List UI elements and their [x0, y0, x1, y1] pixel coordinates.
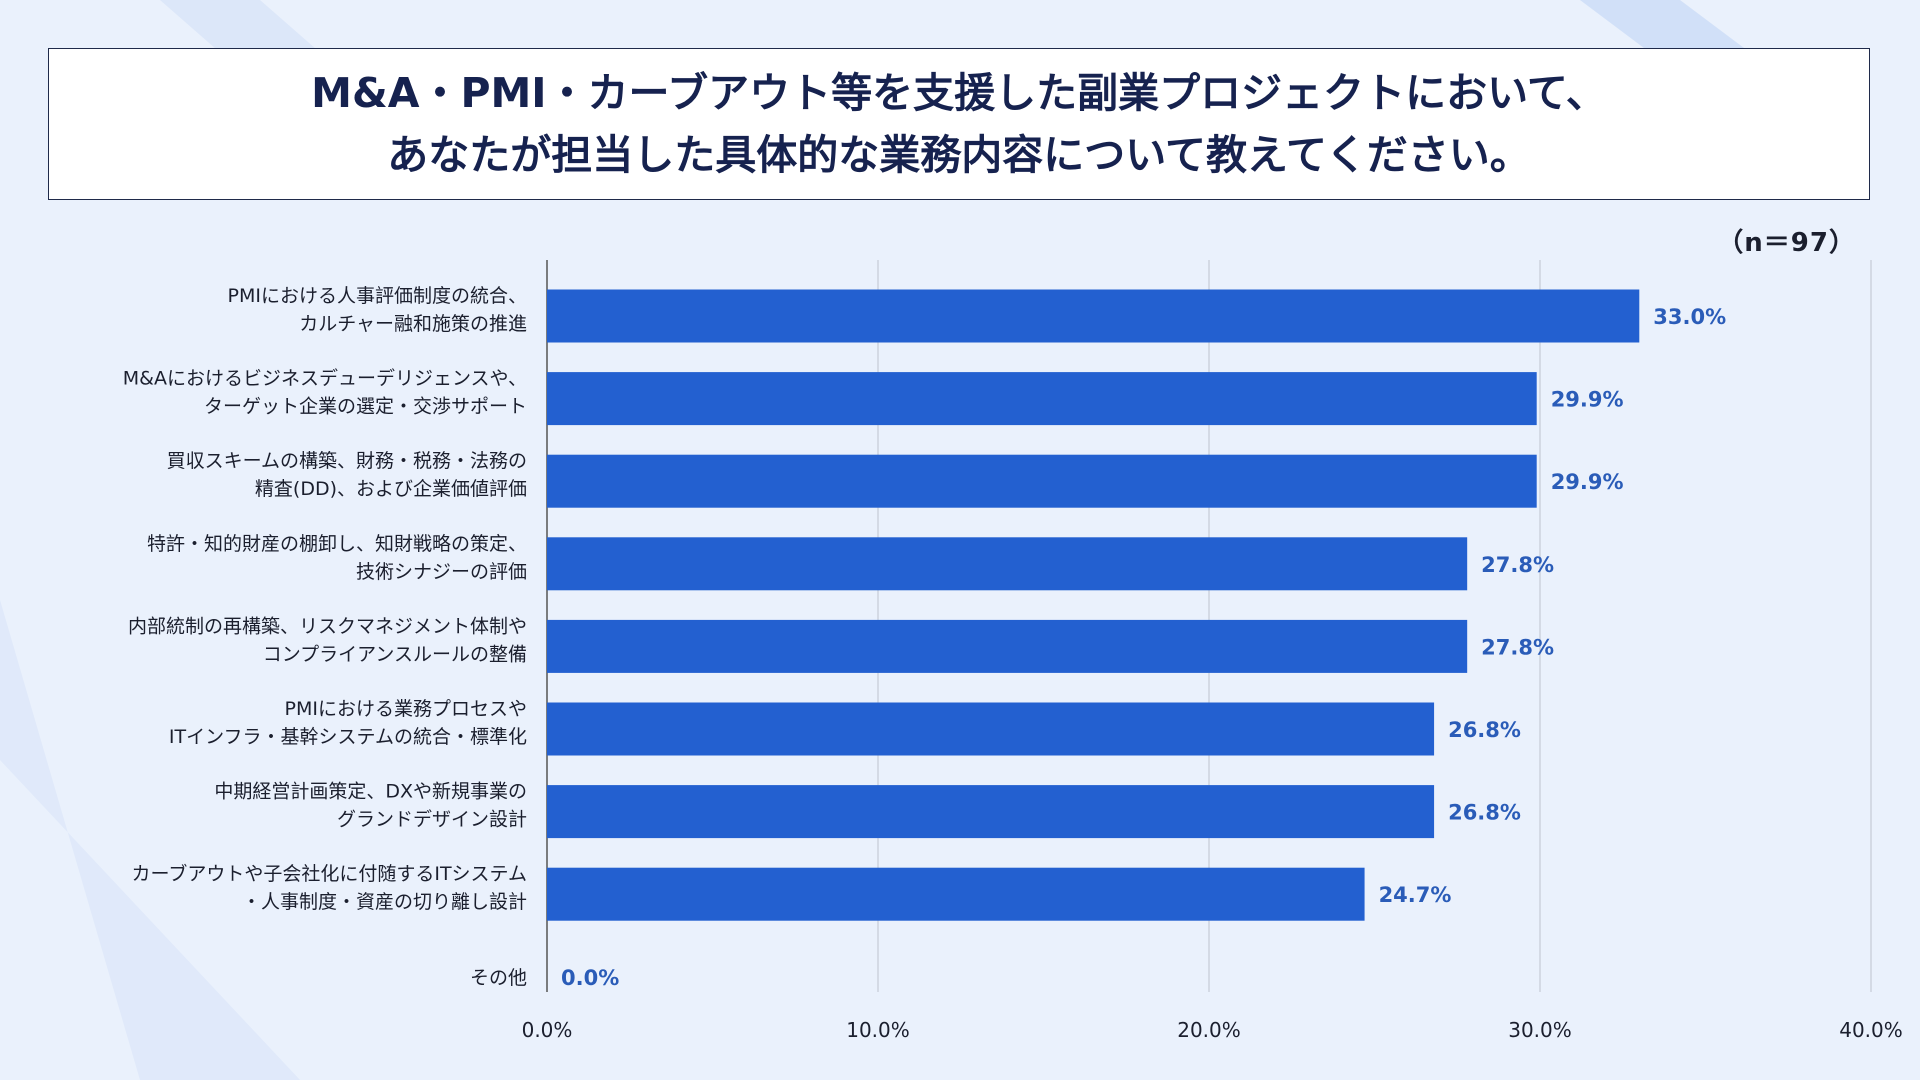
- category-label: カルチャー融和施策の推進: [299, 313, 527, 335]
- category-label: 技術シナジーの評価: [356, 561, 527, 583]
- category-label: カーブアウトや子会社化に付随するITシステム: [131, 862, 527, 885]
- bar: [547, 372, 1537, 426]
- value-label: 29.9%: [1551, 388, 1624, 412]
- x-tick-label: 10.0%: [846, 1018, 910, 1042]
- category-label: ・人事制度・資産の切り離し設計: [242, 891, 527, 913]
- value-label: 26.8%: [1448, 801, 1521, 825]
- value-label: 26.8%: [1448, 718, 1521, 742]
- bar: [547, 785, 1435, 839]
- value-label: 29.9%: [1551, 470, 1624, 494]
- category-label: 特許・知的財産の棚卸し、知財戦略の策定、: [147, 533, 527, 555]
- category-label: M&Aにおけるビジネスデューデリジェンスや、: [123, 368, 527, 390]
- value-label: 33.0%: [1653, 305, 1726, 329]
- category-label: コンプライアンスルールの整備: [263, 643, 527, 665]
- bar: [547, 867, 1365, 921]
- question-title-line-2: あなたが担当した具体的な業務内容について教えてください。: [387, 131, 1531, 179]
- category-label: 内部統制の再構築、リスクマネジメント体制や: [128, 615, 527, 637]
- bar: [547, 289, 1640, 343]
- value-label: 27.8%: [1481, 553, 1554, 577]
- category-label: グランドデザイン設計: [337, 809, 527, 831]
- question-title-box: M&A・PMI・カーブアウト等を支援した副業プロジェクトにおいて、 あなたが担当…: [48, 48, 1870, 200]
- bar: [547, 454, 1537, 508]
- category-label: PMIにおける人事評価制度の統合、: [228, 285, 527, 307]
- category-label: ターゲット企業の選定・交渉サポート: [204, 396, 527, 418]
- question-title-line-1: M&A・PMI・カーブアウト等を支援した副業プロジェクトにおいて、: [311, 69, 1607, 117]
- value-label: 24.7%: [1379, 883, 1452, 907]
- value-label: 0.0%: [561, 966, 619, 990]
- value-label: 27.8%: [1481, 635, 1554, 659]
- sample-size-label: （n＝97）: [1717, 228, 1856, 258]
- category-label: 買収スキームの構築、財務・税務・法務の: [167, 450, 527, 472]
- category-label: PMIにおける業務プロセスや: [285, 698, 527, 720]
- x-tick-label: 30.0%: [1508, 1018, 1572, 1042]
- category-label: 中期経営計画策定、DXや新規事業の: [214, 781, 527, 803]
- x-tick-label: 20.0%: [1177, 1018, 1241, 1042]
- bar: [547, 537, 1468, 591]
- bar: [547, 702, 1435, 756]
- x-tick-label: 40.0%: [1839, 1018, 1903, 1042]
- bar: [547, 619, 1468, 673]
- x-tick-label: 0.0%: [522, 1018, 573, 1042]
- category-label: ITインフラ・基幹システムの統合・標準化: [169, 726, 527, 748]
- category-label: その他: [470, 967, 527, 989]
- category-label: 精査(DD)、および企業価値評価: [255, 478, 527, 500]
